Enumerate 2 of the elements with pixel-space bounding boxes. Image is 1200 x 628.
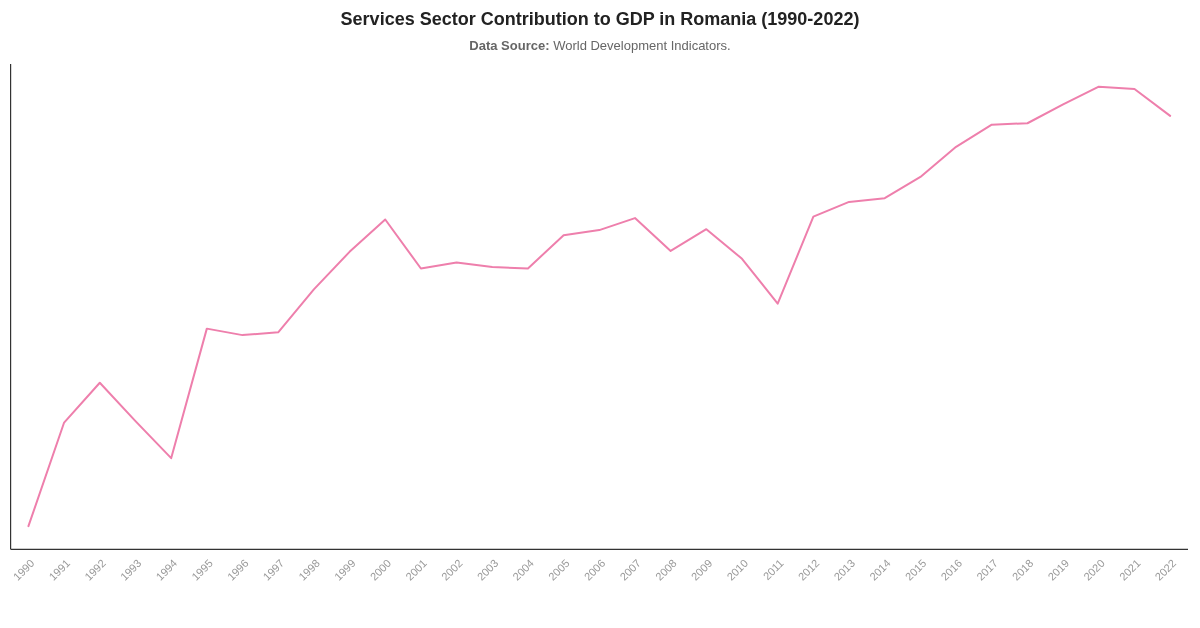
chart-title: Services Sector Contribution to GDP in Romania (1990-2022) — [340, 9, 860, 29]
chart-subtitle: Data Source: World Development Indicators. — [469, 38, 731, 53]
